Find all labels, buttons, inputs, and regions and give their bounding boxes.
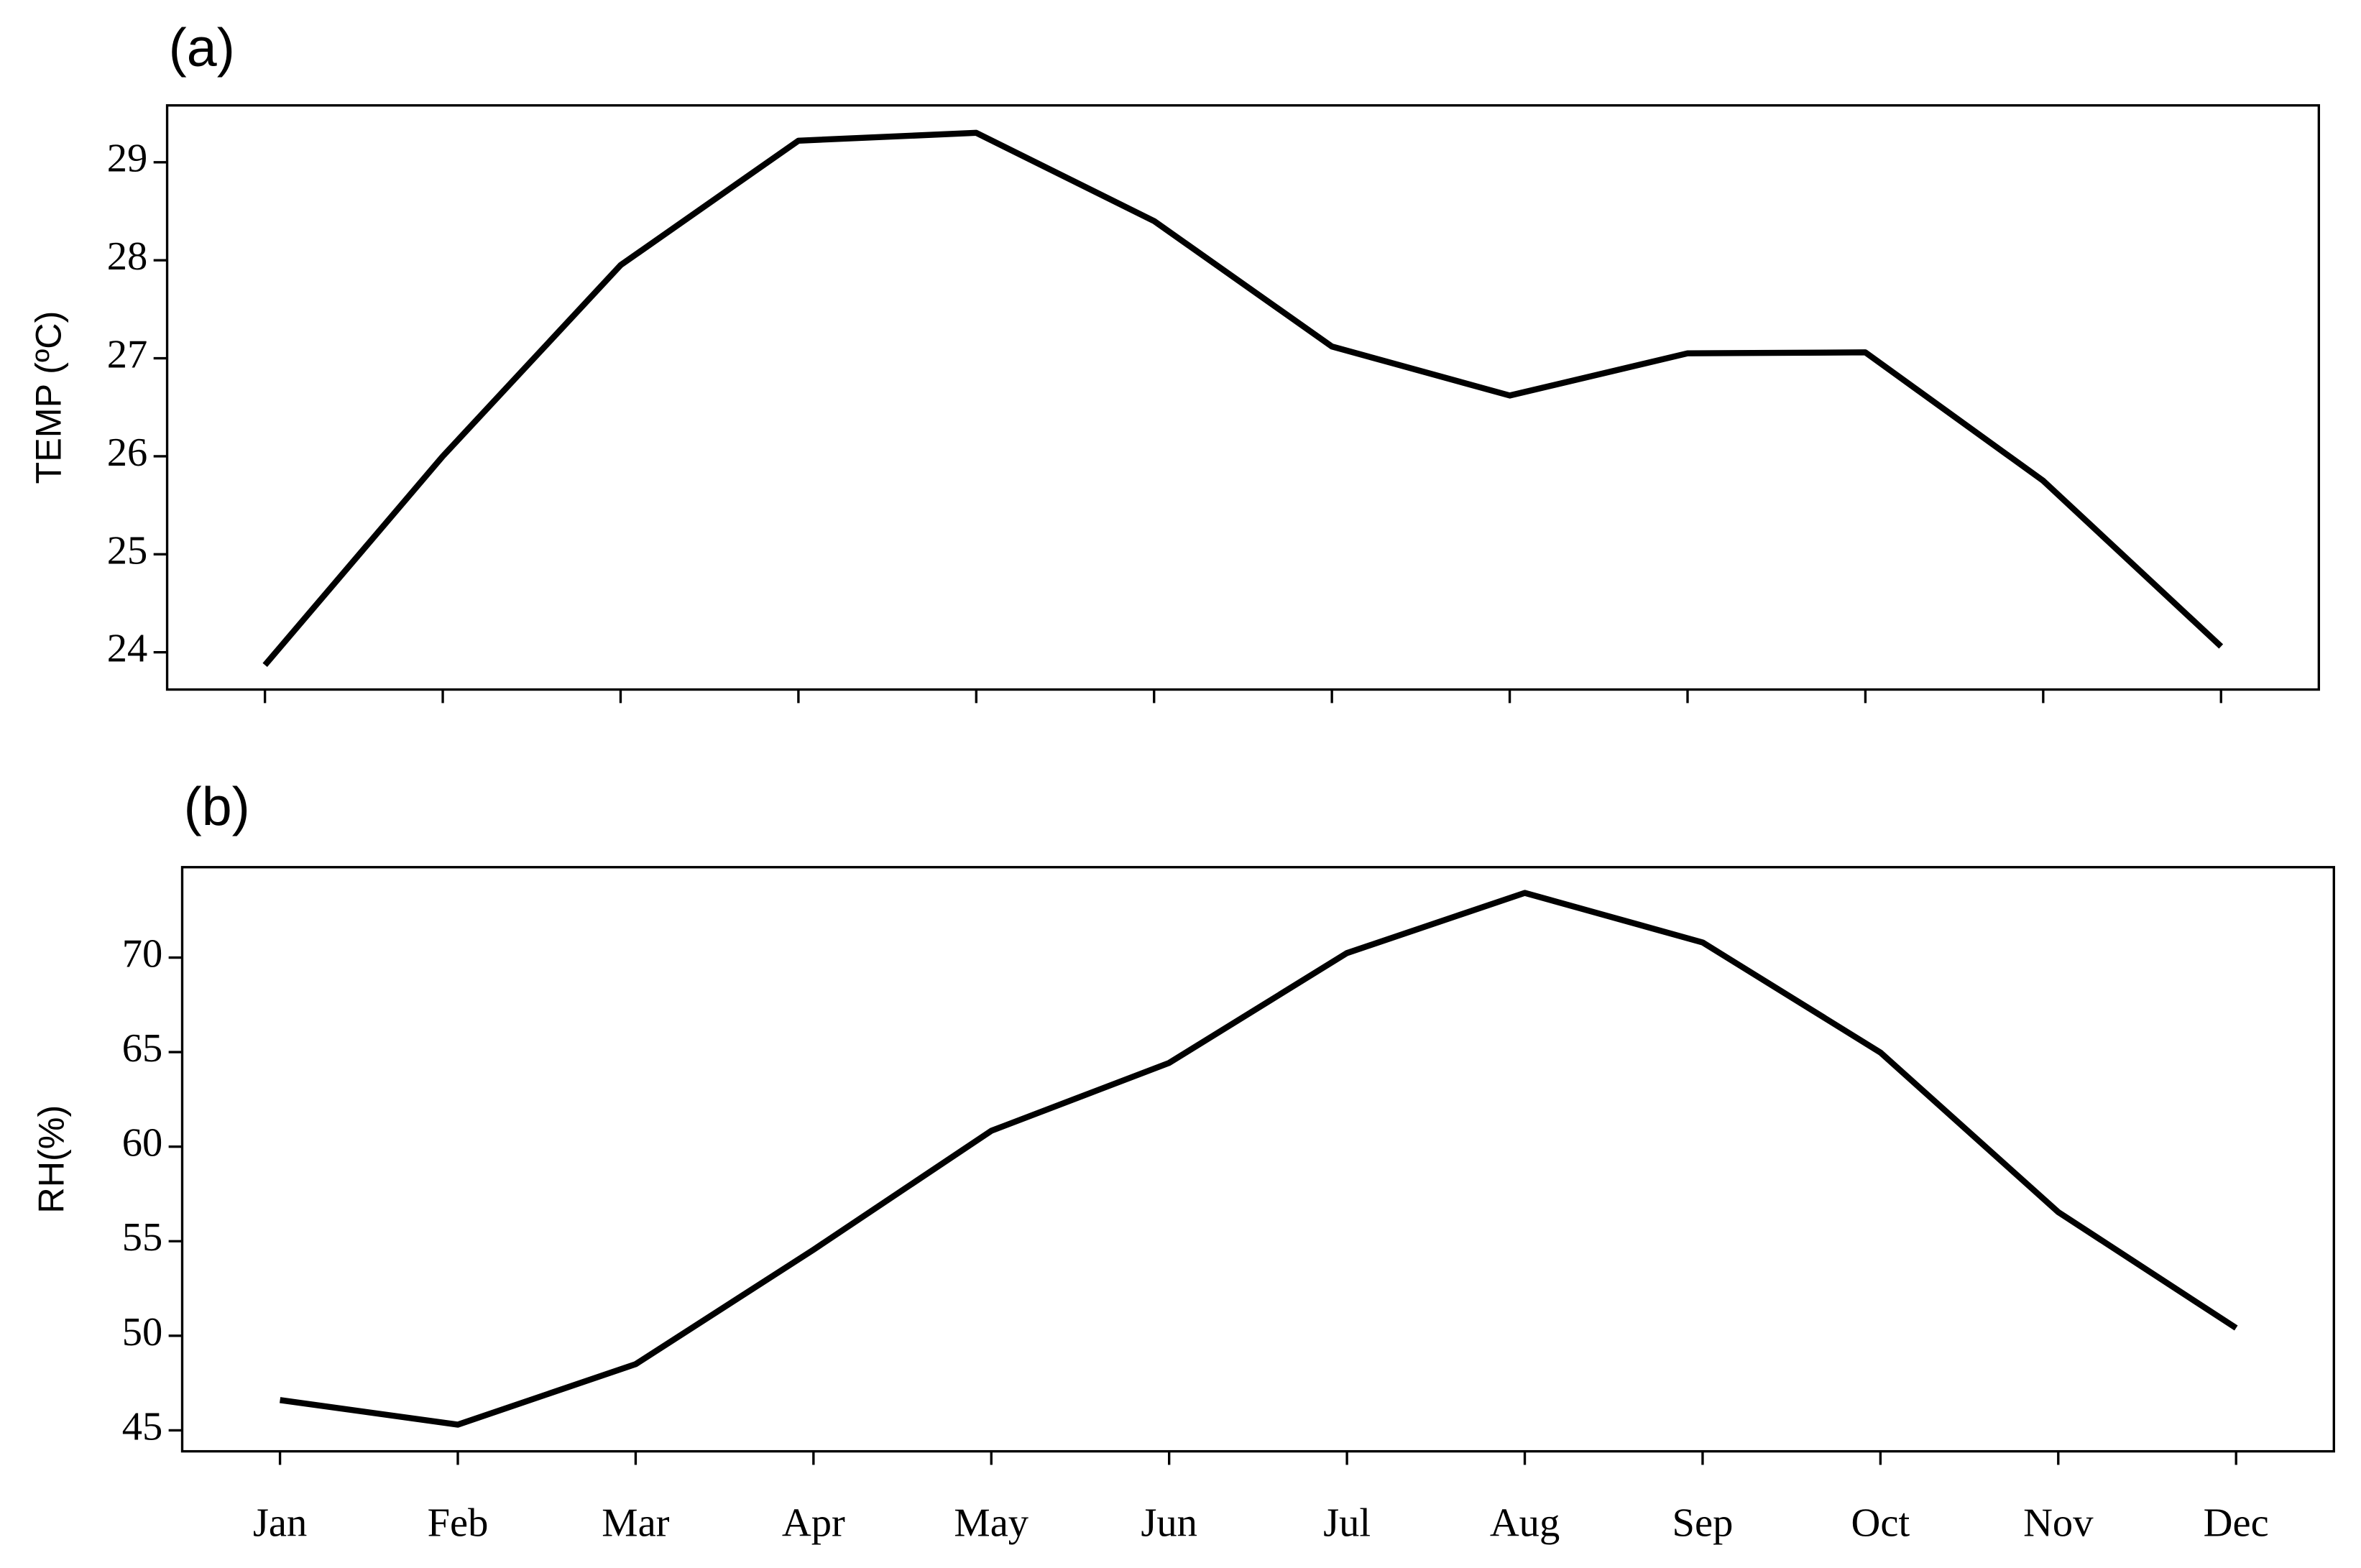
y-tick-label: 45 [122,1404,163,1449]
y-tick-label: 60 [122,1121,163,1166]
y-tick-label: 55 [122,1215,163,1260]
plot-frame [165,103,2321,691]
y-axis-label: RH(%) [31,1105,72,1214]
panel-title: (b) [184,776,250,836]
y-tick-label: 28 [107,234,148,279]
plot-frame [180,866,2335,1453]
panel-title: (a) [169,17,235,78]
x-tick-label: Jul [1323,1500,1371,1545]
x-tick-label: Aug [1490,1500,1560,1545]
data-line [280,890,2238,1428]
y-tick-label: 26 [107,430,148,475]
x-tick-label: Dec [2204,1500,2269,1545]
x-tick-label: Nov [2023,1500,2094,1545]
y-axis-label: TEMP (ºC) [28,311,69,484]
y-tick-label: 29 [107,137,148,181]
x-tick-label: Jun [1141,1500,1197,1545]
x-tick-label: Apr [782,1500,845,1545]
x-tick-label: Mar [602,1500,669,1545]
x-tick-label: Feb [428,1500,489,1545]
y-tick-label: 27 [107,333,148,377]
y-tick-label: 70 [122,932,163,977]
y-tick-label: 24 [107,627,148,671]
data-line [262,129,2224,668]
x-tick-label: Jan [253,1500,307,1545]
y-tick-label: 25 [107,528,148,573]
x-tick-label: Sep [1672,1500,1734,1545]
x-tick-label: Oct [1851,1500,1910,1545]
y-tick-label: 65 [122,1026,163,1071]
x-tick-label: May [954,1500,1028,1545]
y-tick-label: 50 [122,1310,163,1355]
